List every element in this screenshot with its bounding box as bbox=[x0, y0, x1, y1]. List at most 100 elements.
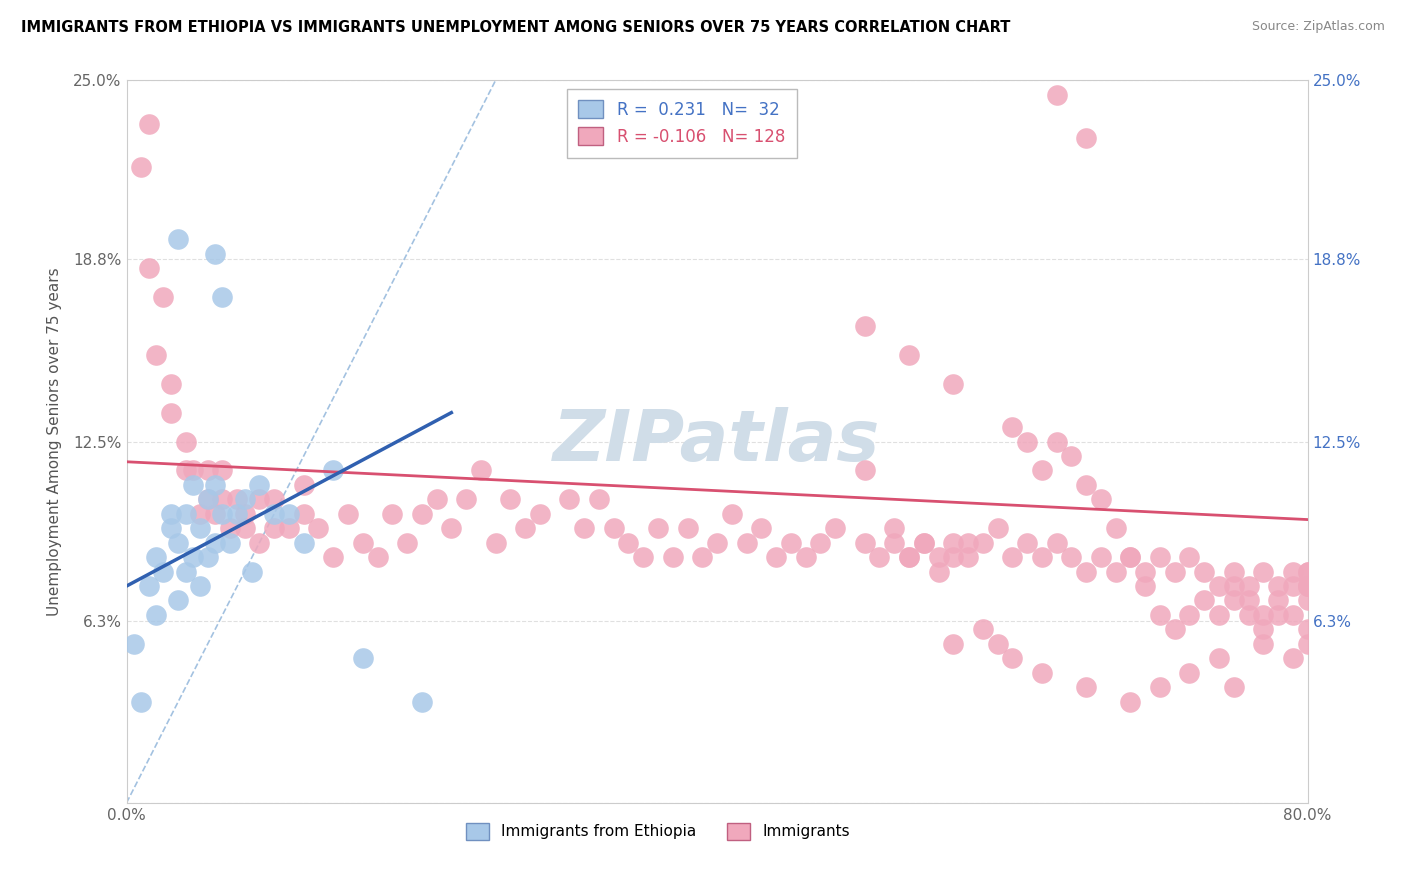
Point bbox=[211, 492, 233, 507]
Point bbox=[278, 521, 301, 535]
Point bbox=[160, 521, 183, 535]
Point bbox=[138, 261, 160, 276]
Point bbox=[145, 550, 167, 565]
Point bbox=[987, 521, 1010, 535]
Point bbox=[367, 550, 389, 565]
Point bbox=[292, 478, 315, 492]
Point bbox=[1178, 550, 1201, 565]
Point bbox=[1296, 565, 1319, 579]
Point bbox=[1178, 607, 1201, 622]
Point bbox=[322, 550, 344, 565]
Point bbox=[122, 637, 145, 651]
Point bbox=[456, 492, 478, 507]
Point bbox=[249, 492, 271, 507]
Point bbox=[676, 521, 699, 535]
Point bbox=[824, 521, 846, 535]
Point bbox=[1282, 565, 1305, 579]
Point bbox=[197, 492, 219, 507]
Point bbox=[337, 507, 360, 521]
Point bbox=[1296, 579, 1319, 593]
Point bbox=[987, 637, 1010, 651]
Point bbox=[1149, 550, 1171, 565]
Point bbox=[706, 535, 728, 549]
Point bbox=[1001, 550, 1024, 565]
Point bbox=[1031, 665, 1053, 680]
Point bbox=[1119, 695, 1142, 709]
Point bbox=[898, 550, 921, 565]
Point bbox=[633, 550, 655, 565]
Point bbox=[129, 160, 153, 174]
Point bbox=[1192, 593, 1215, 607]
Point bbox=[197, 463, 219, 477]
Point bbox=[138, 117, 160, 131]
Point bbox=[1253, 565, 1275, 579]
Point bbox=[470, 463, 492, 477]
Point bbox=[928, 565, 950, 579]
Point bbox=[617, 535, 640, 549]
Point bbox=[928, 550, 950, 565]
Text: IMMIGRANTS FROM ETHIOPIA VS IMMIGRANTS UNEMPLOYMENT AMONG SENIORS OVER 75 YEARS : IMMIGRANTS FROM ETHIOPIA VS IMMIGRANTS U… bbox=[21, 20, 1011, 35]
Point bbox=[1223, 680, 1246, 694]
Point bbox=[1282, 651, 1305, 665]
Point bbox=[1208, 607, 1230, 622]
Point bbox=[160, 376, 183, 391]
Point bbox=[720, 507, 742, 521]
Point bbox=[1296, 579, 1319, 593]
Point bbox=[1031, 550, 1053, 565]
Point bbox=[167, 535, 190, 549]
Point bbox=[883, 535, 905, 549]
Point bbox=[1076, 131, 1098, 145]
Point bbox=[942, 550, 965, 565]
Point bbox=[853, 463, 876, 477]
Point bbox=[1192, 565, 1215, 579]
Point bbox=[167, 232, 190, 246]
Point bbox=[869, 550, 891, 565]
Point bbox=[411, 695, 433, 709]
Point bbox=[1208, 651, 1230, 665]
Point bbox=[197, 550, 219, 565]
Point bbox=[1296, 623, 1319, 637]
Point bbox=[167, 593, 190, 607]
Point bbox=[129, 695, 153, 709]
Point bbox=[145, 607, 167, 622]
Point bbox=[160, 507, 183, 521]
Point bbox=[484, 535, 508, 549]
Point bbox=[853, 318, 876, 333]
Point bbox=[1105, 521, 1128, 535]
Point bbox=[219, 521, 242, 535]
Point bbox=[1017, 535, 1039, 549]
Point bbox=[1119, 550, 1142, 565]
Point bbox=[956, 550, 979, 565]
Point bbox=[188, 521, 212, 535]
Point bbox=[292, 535, 315, 549]
Point bbox=[529, 507, 551, 521]
Point bbox=[972, 623, 994, 637]
Point bbox=[1267, 579, 1289, 593]
Point bbox=[204, 535, 226, 549]
Point bbox=[181, 463, 204, 477]
Point bbox=[515, 521, 537, 535]
Point bbox=[138, 579, 160, 593]
Point bbox=[912, 535, 935, 549]
Point bbox=[1296, 579, 1319, 593]
Legend: Immigrants from Ethiopia, Immigrants: Immigrants from Ethiopia, Immigrants bbox=[460, 817, 856, 846]
Point bbox=[810, 535, 832, 549]
Point bbox=[174, 507, 197, 521]
Point bbox=[1253, 623, 1275, 637]
Point bbox=[1208, 579, 1230, 593]
Point bbox=[751, 521, 773, 535]
Point bbox=[181, 550, 204, 565]
Point bbox=[440, 521, 463, 535]
Point bbox=[972, 535, 994, 549]
Point bbox=[204, 246, 226, 260]
Point bbox=[558, 492, 581, 507]
Point bbox=[1296, 637, 1319, 651]
Point bbox=[1076, 478, 1098, 492]
Point bbox=[1282, 579, 1305, 593]
Point bbox=[174, 463, 197, 477]
Point bbox=[1296, 565, 1319, 579]
Point bbox=[1267, 593, 1289, 607]
Point bbox=[322, 463, 344, 477]
Point bbox=[1237, 579, 1260, 593]
Point bbox=[603, 521, 626, 535]
